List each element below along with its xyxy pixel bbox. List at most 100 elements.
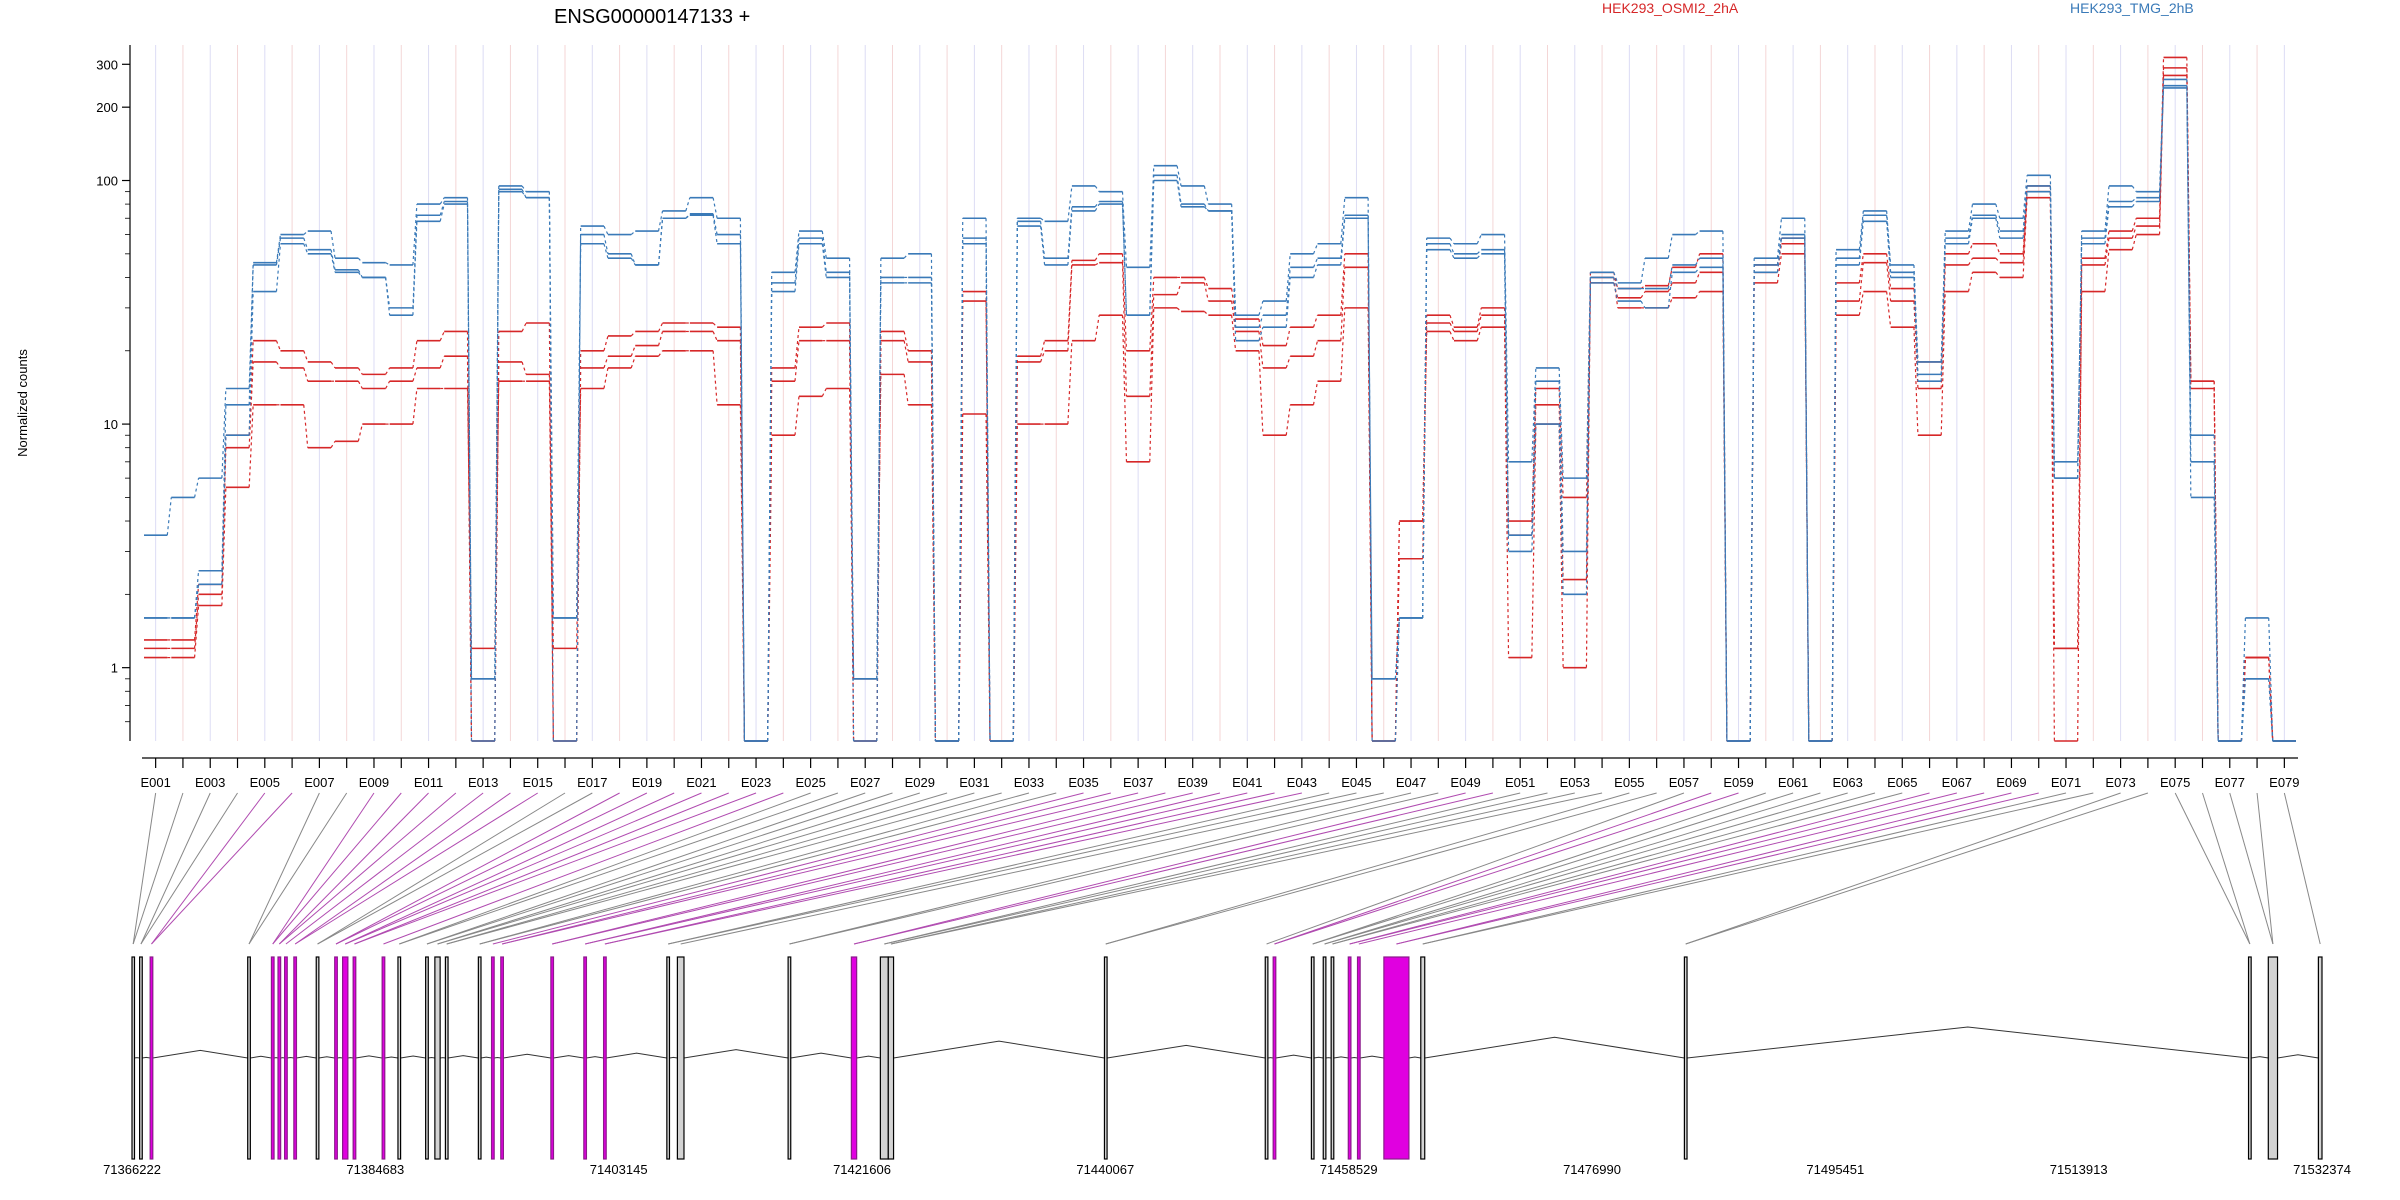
intron [683,1049,789,1059]
series-connector [1312,340,1319,357]
series-connector [1558,381,1564,552]
series-connector [1312,243,1319,255]
series-connector [1722,231,1728,742]
exon-connector [272,792,375,945]
exon-connector [345,792,675,945]
series-connector [1531,424,1537,658]
series-connector [1312,264,1319,278]
series-connector [2077,231,2083,479]
exon-differential [583,956,588,1160]
series-connector [2240,617,2247,742]
series-connector [1149,175,1155,316]
x-tick-label: E043 [1287,775,1317,790]
intron [2251,1056,2269,1059]
series-connector [1667,282,1673,292]
series-connector [1258,331,1264,369]
exon-connector [132,792,184,945]
coordinate-label: 71421606 [833,1162,891,1177]
exon [434,956,441,1160]
intron [893,1040,1105,1059]
exon-connector [668,792,1357,945]
series-connector [2104,230,2110,259]
series-connector [1312,257,1319,268]
series-connector [821,230,827,259]
series-connector [2077,238,2083,462]
series-connector [685,197,691,212]
exon-connector [1324,792,1848,945]
x-tick-label: E021 [686,775,716,790]
exon-connector [479,792,1057,945]
exon [2247,956,2252,1160]
series-connector [1394,617,1400,679]
series-connector [1121,262,1128,397]
series-connector [275,361,281,369]
series-connector [2213,381,2219,742]
series-connector [1886,262,1892,302]
series-connector [1012,218,1018,742]
series-connector [494,185,500,742]
series-connector [166,497,172,536]
x-tick-label: E035 [1068,775,1098,790]
x-tick-label: E005 [250,775,280,790]
exon-connector [1266,792,1685,945]
intron [318,1056,335,1059]
series-connector [548,323,554,742]
legend-entry-osmi2: HEK293_OSMI2_2hA [1602,0,1739,16]
series-connector [1285,267,1291,316]
x-tick-label: E047 [1396,775,1426,790]
series-connector [1203,311,1209,316]
series-connector [958,218,964,742]
series-connector [2158,79,2165,192]
series-connector [630,230,636,235]
series-connector [1285,327,1291,346]
exon [139,956,143,1160]
intron [287,1056,294,1059]
series-connector [821,243,827,278]
series-connector [903,253,909,259]
exon-connector [1358,792,1985,945]
series-connector [1995,203,2001,219]
series-connector [603,355,609,369]
x-tick-label: E075 [2160,775,2190,790]
series-connector [767,381,773,742]
series-connector [1258,314,1264,328]
x-tick-label: E059 [1723,775,1753,790]
coordinate-label: 71458529 [1320,1162,1378,1177]
y-tick-label: 10 [104,417,118,432]
series-connector [2104,249,2110,292]
series-connector [1858,215,1864,259]
series-connector [2131,218,2137,232]
x-tick-label: E039 [1178,775,1208,790]
series-connector [1640,291,1646,299]
exon-connector [2229,792,2274,945]
series-connector [1231,204,1237,316]
x-tick-label: E063 [1833,775,1863,790]
exon-differential [602,956,607,1160]
series-connector [1203,206,1209,212]
series-connector [794,327,800,369]
x-tick-label: E057 [1669,775,1699,790]
exon-connector [437,792,948,945]
series-connector [1940,231,1946,362]
series-connector [193,605,200,658]
exon-connector [492,792,1084,945]
exon-connector [1332,792,1876,945]
exon-connector [345,792,702,945]
exon-connector [1349,792,1930,945]
series-connector [1367,218,1373,679]
exon [787,956,792,1160]
x-tick-label: E013 [468,775,498,790]
series-connector [794,243,800,292]
series-connector [1040,350,1046,363]
exon-connector [446,792,1002,945]
x-tick-label: E079 [2269,775,2299,790]
series-connector [1640,300,1646,309]
x-tick-label: E015 [523,775,553,790]
intron [494,1056,501,1059]
series-connector [1258,326,1264,341]
intron [480,1056,492,1059]
y-tick-label: 200 [96,100,118,115]
series-connector [1285,404,1291,436]
series-connector [1531,381,1537,536]
